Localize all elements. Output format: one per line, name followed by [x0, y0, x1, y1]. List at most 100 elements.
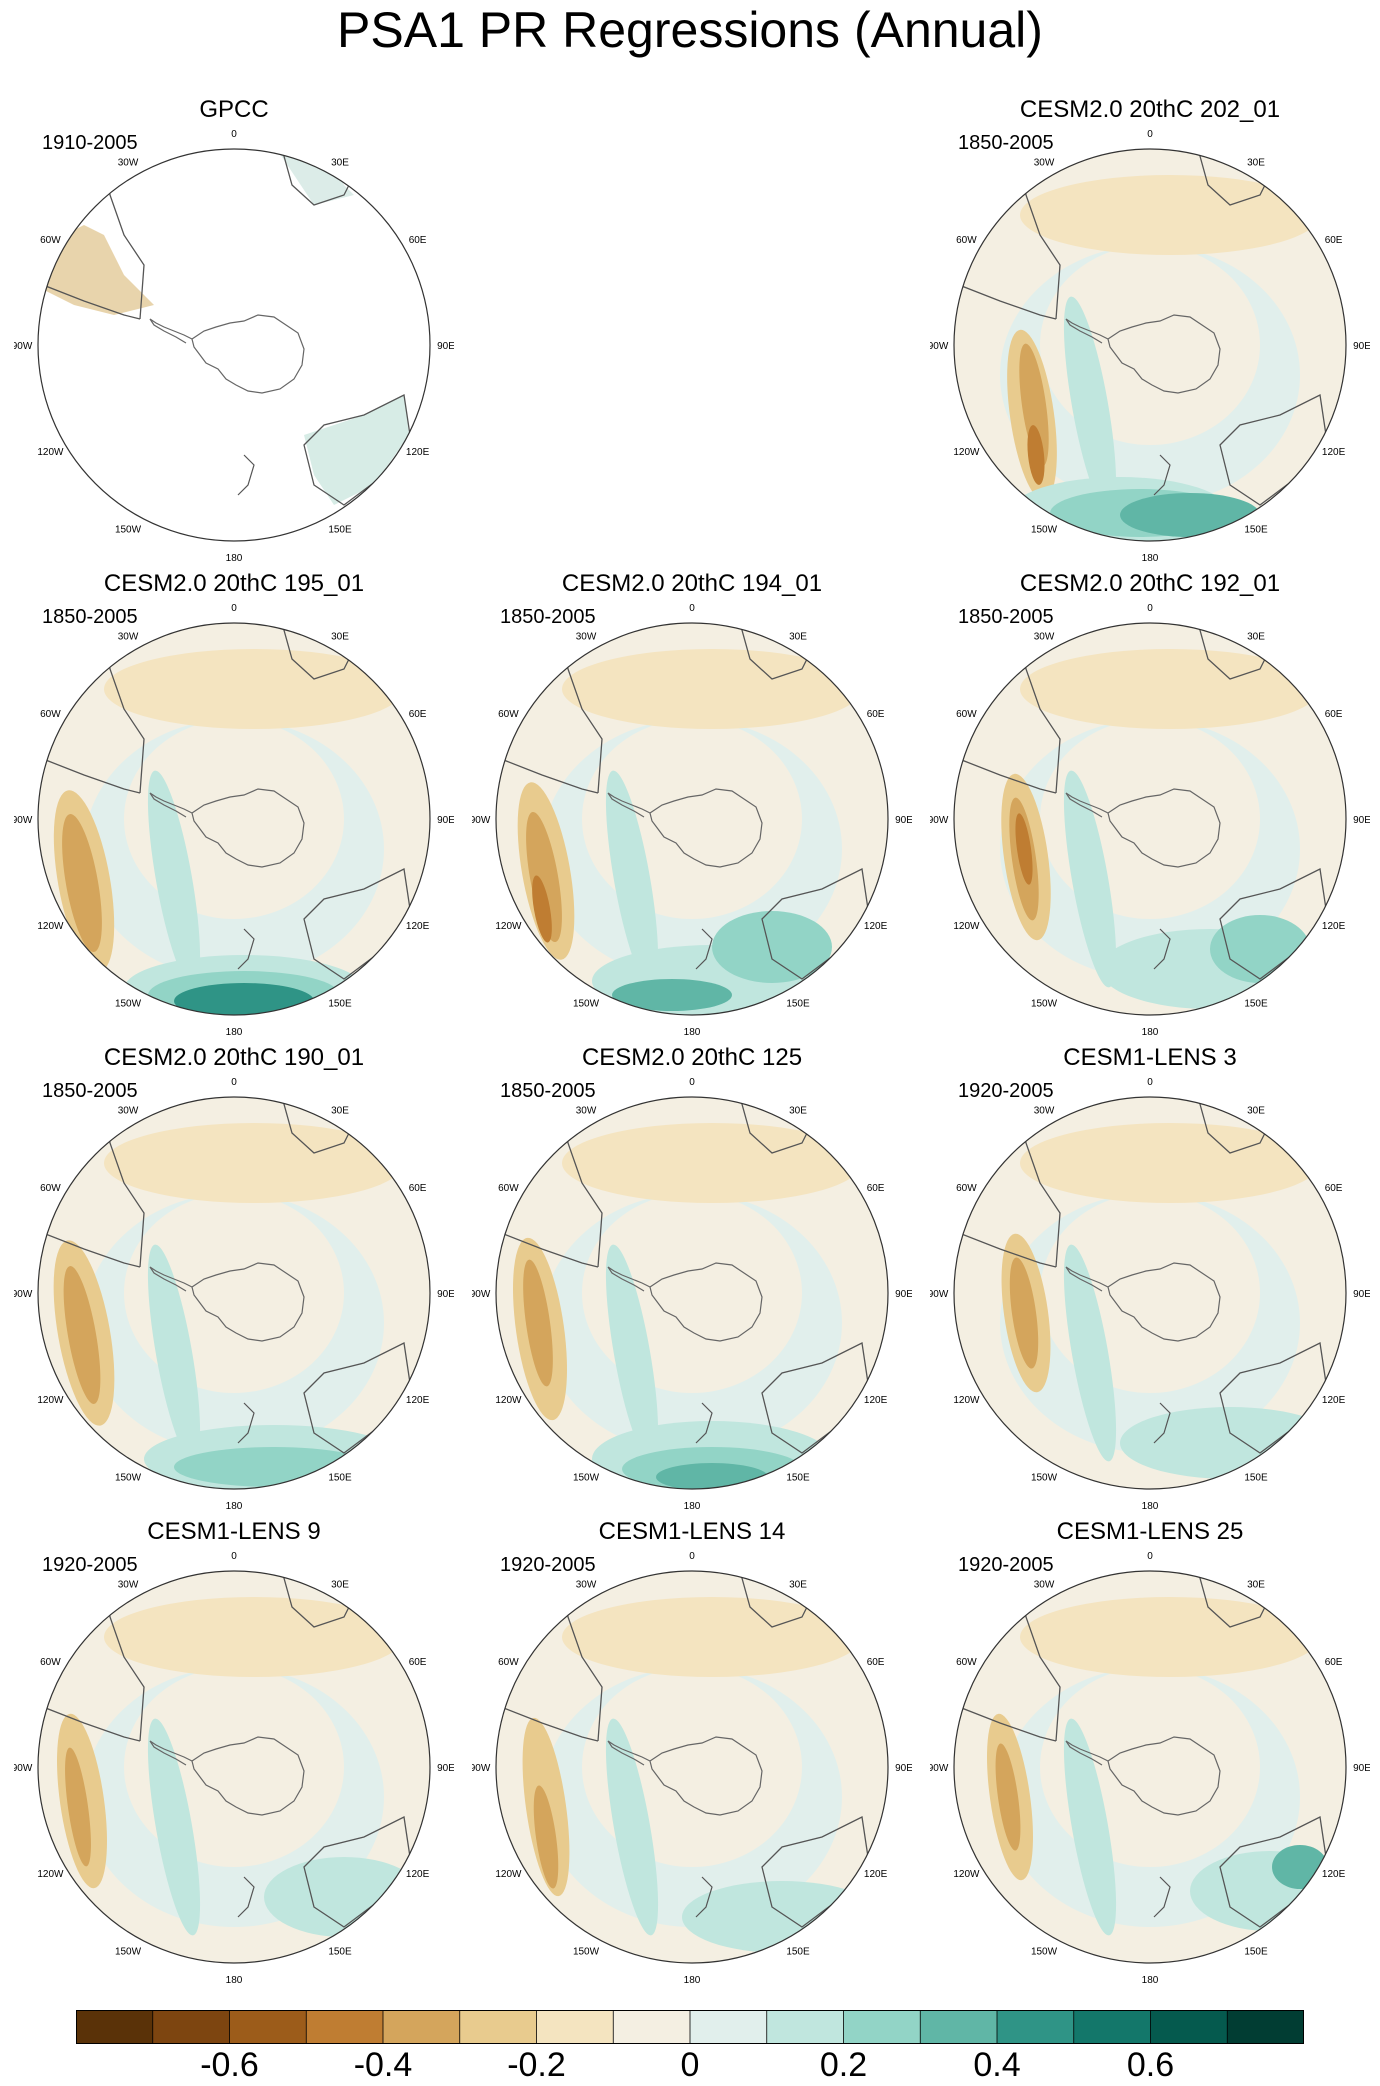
longitude-label: 180	[226, 1027, 243, 1037]
longitude-label: 120W	[953, 1395, 980, 1406]
longitude-label: 60W	[40, 235, 61, 246]
africa-land	[274, 149, 354, 205]
polar-map: 0 30E 60E 90E 120E 150E 180 150W 120W 90W 60W 30W	[14, 603, 454, 1037]
positive-region	[147, 1244, 201, 1462]
panel-title: CESM2.0 20thC 195_01	[103, 570, 365, 597]
longitude-label: 0	[689, 1551, 695, 1562]
longitude-label: 60W	[498, 1657, 519, 1668]
south-america-coastline	[954, 1704, 1057, 1742]
map-panel: CESM2.0 20thC 125 0 30E 60E 90E 120E 150E 180 15…	[472, 1043, 912, 1513]
negative-anomaly-region	[63, 1266, 101, 1404]
longitude-label: 90E	[437, 341, 454, 352]
panel-title: CESM1-LENS 3	[1063, 1044, 1237, 1071]
peninsula-coastline	[607, 1740, 651, 1766]
panel-period: 1850-2005	[42, 1080, 138, 1102]
positive-region	[605, 1244, 659, 1462]
longitude-label: 120W	[495, 1869, 522, 1880]
polar-map: 0 30E 60E 90E 120E 150E 180 150W 120W 90W 60W 30W	[472, 603, 912, 1037]
negative-anomaly-region	[526, 811, 562, 943]
longitude-label: 90E	[895, 1763, 912, 1774]
peninsula-coastline	[149, 792, 193, 818]
longitude-label: 120E	[864, 1395, 888, 1406]
longitude-label: 30E	[331, 157, 349, 168]
negative-region	[104, 1597, 404, 1677]
longitude-label: 60W	[956, 1657, 977, 1668]
map-panel: CESM1-LENS 3 0 30E 60E 90E 120E 150E 180 150W 120…	[930, 1043, 1370, 1513]
longitude-label: 120E	[406, 1869, 430, 1880]
africa-coastline	[281, 623, 355, 680]
longitude-label: 120E	[406, 921, 430, 932]
antarctica-coastline	[1107, 1736, 1221, 1816]
positive-anomaly-region	[612, 979, 732, 1011]
africa-coastline	[739, 623, 813, 680]
longitude-label: 30E	[789, 631, 807, 642]
longitude-label: 120E	[1322, 921, 1346, 932]
longitude-label: 120W	[953, 921, 980, 932]
longitude-label: 150E	[328, 1473, 352, 1484]
polar-map: 0 30E 60E 90E 120E 150E 180 150W 120W 90W 60W 30W	[14, 129, 454, 563]
new-zealand-coastline	[237, 928, 255, 970]
longitude-label: 150E	[328, 525, 352, 536]
peninsula-coastline	[1065, 1740, 1109, 1766]
longitude-label: 60E	[1325, 235, 1343, 246]
longitude-label: 150W	[1031, 1473, 1058, 1484]
africa-coastline	[1197, 149, 1271, 206]
longitude-label: 120W	[37, 921, 64, 932]
longitude-label: 150W	[573, 1947, 600, 1958]
longitude-label: 30W	[118, 631, 139, 642]
longitude-label: 60W	[40, 1183, 61, 1194]
antarctica-coastline	[1107, 1262, 1221, 1342]
longitude-label: 60E	[867, 1657, 885, 1668]
longitude-label: 30W	[1034, 157, 1055, 168]
south-america-coastline	[38, 1704, 141, 1742]
map-boundary	[37, 1570, 431, 1964]
colorbar-tick-label: -0.4	[353, 2046, 413, 2084]
longitude-label: 60E	[867, 1183, 885, 1194]
peninsula-coastline	[1065, 1266, 1109, 1292]
longitude-label: 150W	[115, 999, 142, 1010]
map-panel: CESM2.0 20thC 190_01 0 30E 60E 90E 120E 150E 18…	[14, 1043, 454, 1513]
africa-coastline	[281, 1097, 355, 1154]
new-zealand-coastline	[1153, 1402, 1171, 1444]
longitude-label: 60E	[409, 709, 427, 720]
longitude-label: 180	[1142, 1975, 1159, 1985]
africa-coastline	[1197, 1097, 1271, 1154]
colorbar-swatch	[1073, 2010, 1152, 2044]
negative-region	[1020, 1123, 1320, 1203]
longitude-label: 60E	[409, 1657, 427, 1668]
negative-region	[104, 1123, 404, 1203]
longitude-label: 30W	[1034, 1579, 1055, 1590]
antarctica-coastline	[1107, 314, 1221, 394]
longitude-label: 150W	[115, 1947, 142, 1958]
longitude-label: 60E	[1325, 1183, 1343, 1194]
longitude-label: 90E	[1353, 341, 1370, 352]
longitude-label: 150W	[1031, 1947, 1058, 1958]
longitude-label: 0	[1147, 603, 1153, 614]
negative-anomaly-region	[1015, 813, 1033, 885]
longitude-label: 90W	[14, 815, 33, 826]
peninsula-coastline	[149, 318, 193, 344]
africa-coastline	[739, 1097, 813, 1154]
longitude-label: 150W	[115, 1473, 142, 1484]
longitude-label: 0	[231, 1077, 237, 1088]
longitude-label: 30E	[331, 1579, 349, 1590]
map-panel: GPCC 0 30E 60E 90E 120E 150E 180 150W 120W 90W 60W 3…	[14, 95, 454, 565]
positive-region	[147, 770, 201, 988]
longitude-label: 90W	[472, 815, 491, 826]
new-zealand-coastline	[695, 928, 713, 970]
longitude-label: 150W	[1031, 999, 1058, 1010]
longitude-label: 150E	[1244, 999, 1268, 1010]
panel-title: CESM1-LENS 9	[147, 1518, 321, 1545]
longitude-label: 120E	[864, 1869, 888, 1880]
south-america-coastline	[954, 1230, 1057, 1268]
panel-title: CESM2.0 20thC 190_01	[103, 1044, 365, 1071]
longitude-label: 120W	[953, 447, 980, 458]
negative-anomaly-region	[62, 814, 102, 952]
longitude-label: 30E	[789, 1105, 807, 1116]
longitude-label: 0	[1147, 129, 1153, 140]
negative-anomaly-region	[995, 1743, 1021, 1851]
longitude-label: 0	[1147, 1077, 1153, 1088]
negative-anomaly-region	[1009, 1257, 1039, 1369]
south-america-coastline	[38, 1230, 141, 1268]
longitude-label: 60W	[40, 1657, 61, 1668]
